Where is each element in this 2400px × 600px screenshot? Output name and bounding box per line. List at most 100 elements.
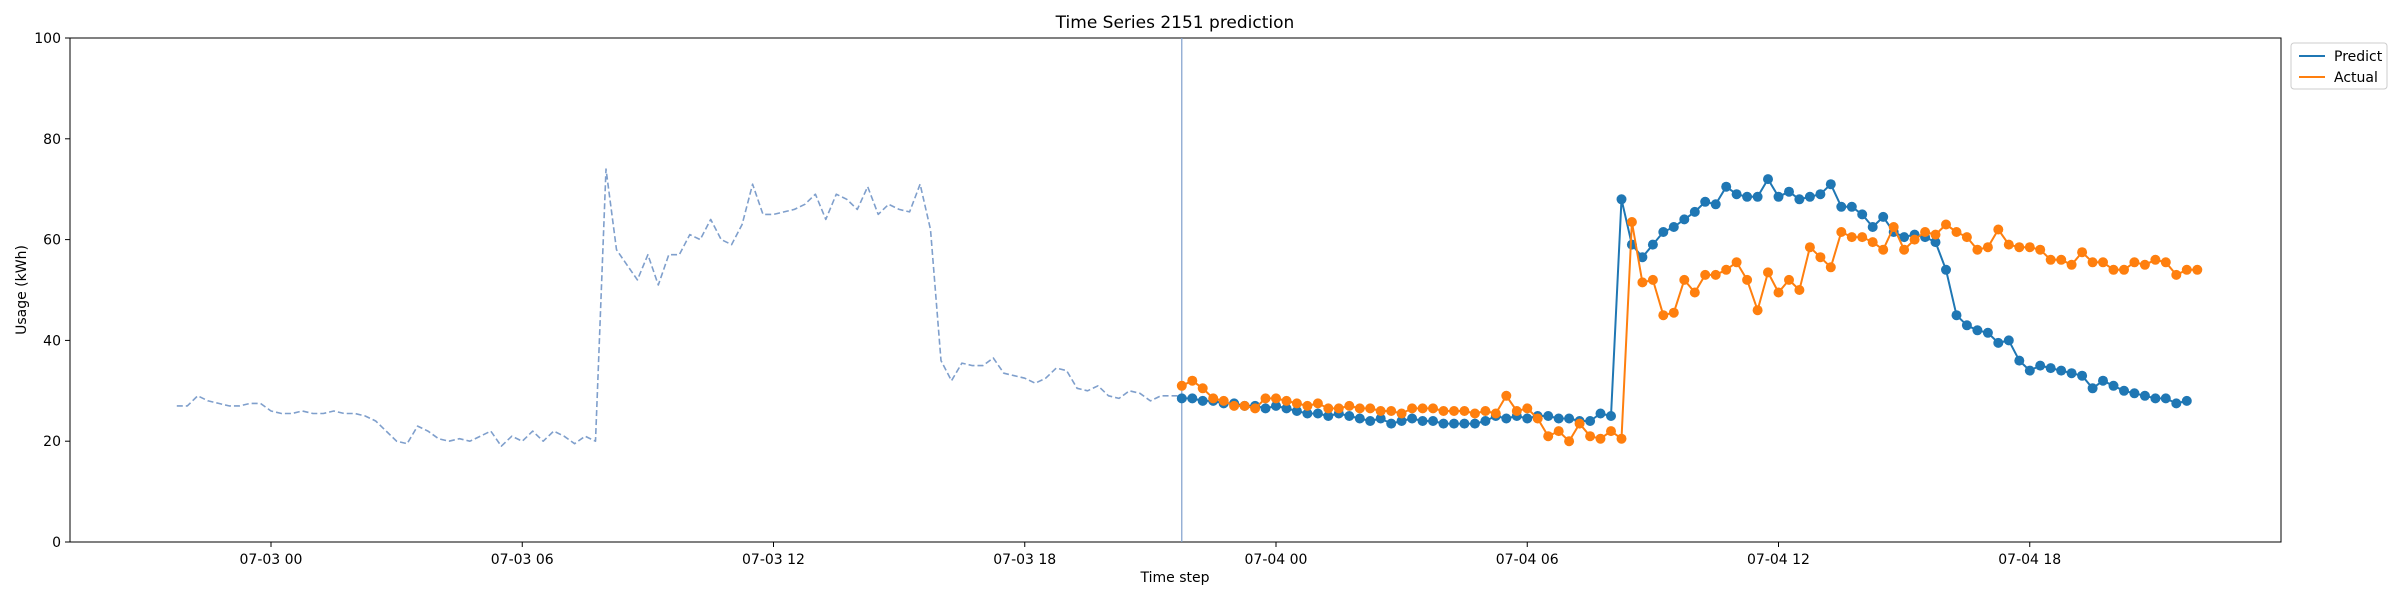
data-point-predict [2150, 393, 2160, 403]
data-point-predict [2171, 398, 2181, 408]
data-point-actual [2161, 257, 2171, 267]
data-point-predict [2046, 363, 2056, 373]
data-point-actual [1690, 288, 1700, 298]
x-tick-label: 07-03 06 [491, 552, 554, 568]
data-point-predict [1596, 409, 1606, 419]
data-point-predict [1344, 411, 1354, 421]
data-point-predict [1857, 209, 1867, 219]
data-point-predict [1711, 199, 1721, 209]
data-point-actual [1240, 401, 1250, 411]
data-point-actual [1794, 285, 1804, 295]
data-point-actual [2098, 257, 2108, 267]
data-point-actual [1355, 403, 1365, 413]
data-point-actual [2119, 265, 2129, 275]
data-point-predict [1721, 182, 1731, 192]
data-point-actual [1679, 275, 1689, 285]
data-point-predict [1836, 202, 1846, 212]
plot-frame [70, 38, 2281, 542]
data-point-actual [1459, 406, 1469, 416]
data-point-predict [1449, 419, 1459, 429]
data-point-predict [1742, 192, 1752, 202]
x-tick-label: 07-03 18 [993, 552, 1056, 568]
data-point-actual [1543, 431, 1553, 441]
data-point-predict [2182, 396, 2192, 406]
data-point-actual [1397, 409, 1407, 419]
data-point-predict [1187, 393, 1197, 403]
data-point-predict [1365, 416, 1375, 426]
data-point-predict [1679, 214, 1689, 224]
data-point-actual [1407, 403, 1417, 413]
data-point-actual [1920, 227, 1930, 237]
data-point-actual [1753, 305, 1763, 315]
data-point-predict [1439, 419, 1449, 429]
data-point-actual [1261, 393, 1271, 403]
data-point-actual [1282, 396, 1292, 406]
data-point-actual [1187, 376, 1197, 386]
data-point-predict [1794, 194, 1804, 204]
data-point-predict [2119, 386, 2129, 396]
data-point-actual [1952, 227, 1962, 237]
data-point-predict [1847, 202, 1857, 212]
legend-label-actual: Actual [2334, 70, 2378, 86]
data-point-actual [1805, 242, 1815, 252]
data-point-predict [1952, 310, 1962, 320]
data-point-predict [1543, 411, 1553, 421]
legend: Predict Actual [2291, 43, 2387, 89]
y-axis-title: Usage (kWh) [14, 245, 30, 335]
data-point-actual [1480, 406, 1490, 416]
data-point-predict [2004, 335, 2014, 345]
data-point-actual [1428, 403, 1438, 413]
data-point-actual [1302, 401, 1312, 411]
plot-area [70, 38, 2281, 542]
x-tick-label: 07-04 00 [1245, 552, 1308, 568]
data-point-actual [1596, 434, 1606, 444]
data-point-predict [1732, 189, 1742, 199]
data-point-actual [1491, 409, 1501, 419]
data-point-actual [2140, 260, 2150, 270]
data-point-actual [1627, 217, 1637, 227]
data-point-predict [1313, 409, 1323, 419]
data-point-predict [2161, 393, 2171, 403]
data-point-predict [1522, 414, 1532, 424]
data-point-actual [1512, 406, 1522, 416]
data-point-predict [1669, 222, 1679, 232]
data-point-actual [1784, 275, 1794, 285]
data-point-actual [1742, 275, 1752, 285]
data-point-actual [1721, 265, 1731, 275]
data-point-actual [2192, 265, 2202, 275]
data-point-actual [1669, 308, 1679, 318]
legend-label-predict: Predict [2334, 49, 2383, 65]
data-point-actual [1292, 398, 1302, 408]
data-point-actual [1522, 403, 1532, 413]
y-axis: 020406080100 [34, 31, 70, 551]
data-point-predict [1459, 419, 1469, 429]
data-point-predict [1617, 194, 1627, 204]
series-line-history [177, 169, 1182, 446]
x-axis: 07-03 00 07-03 06 07-03 12 07-03 18 07-04 00… [240, 542, 2062, 568]
data-point-actual [1962, 232, 1972, 242]
data-point-actual [1972, 245, 1982, 255]
data-point-predict [1648, 240, 1658, 250]
y-tick-label: 20 [43, 434, 61, 450]
data-point-actual [1941, 220, 1951, 230]
data-point-actual [1910, 235, 1920, 245]
chart-title: Time Series 2151 prediction [1055, 13, 1295, 33]
data-point-actual [1177, 381, 1187, 391]
data-point-actual [1763, 267, 1773, 277]
data-point-predict [1826, 179, 1836, 189]
y-tick-label: 80 [43, 132, 61, 148]
data-point-actual [2067, 260, 2077, 270]
data-point-actual [1271, 393, 1281, 403]
data-point-actual [1700, 270, 1710, 280]
x-tick-label: 07-03 12 [742, 552, 805, 568]
data-point-actual [2182, 265, 2192, 275]
data-point-predict [1470, 419, 1480, 429]
data-point-actual [2109, 265, 2119, 275]
data-point-predict [1177, 393, 1187, 403]
data-point-actual [1815, 252, 1825, 262]
data-point-predict [1386, 419, 1396, 429]
data-point-predict [2129, 388, 2139, 398]
data-point-predict [1480, 416, 1490, 426]
data-point-actual [1617, 434, 1627, 444]
